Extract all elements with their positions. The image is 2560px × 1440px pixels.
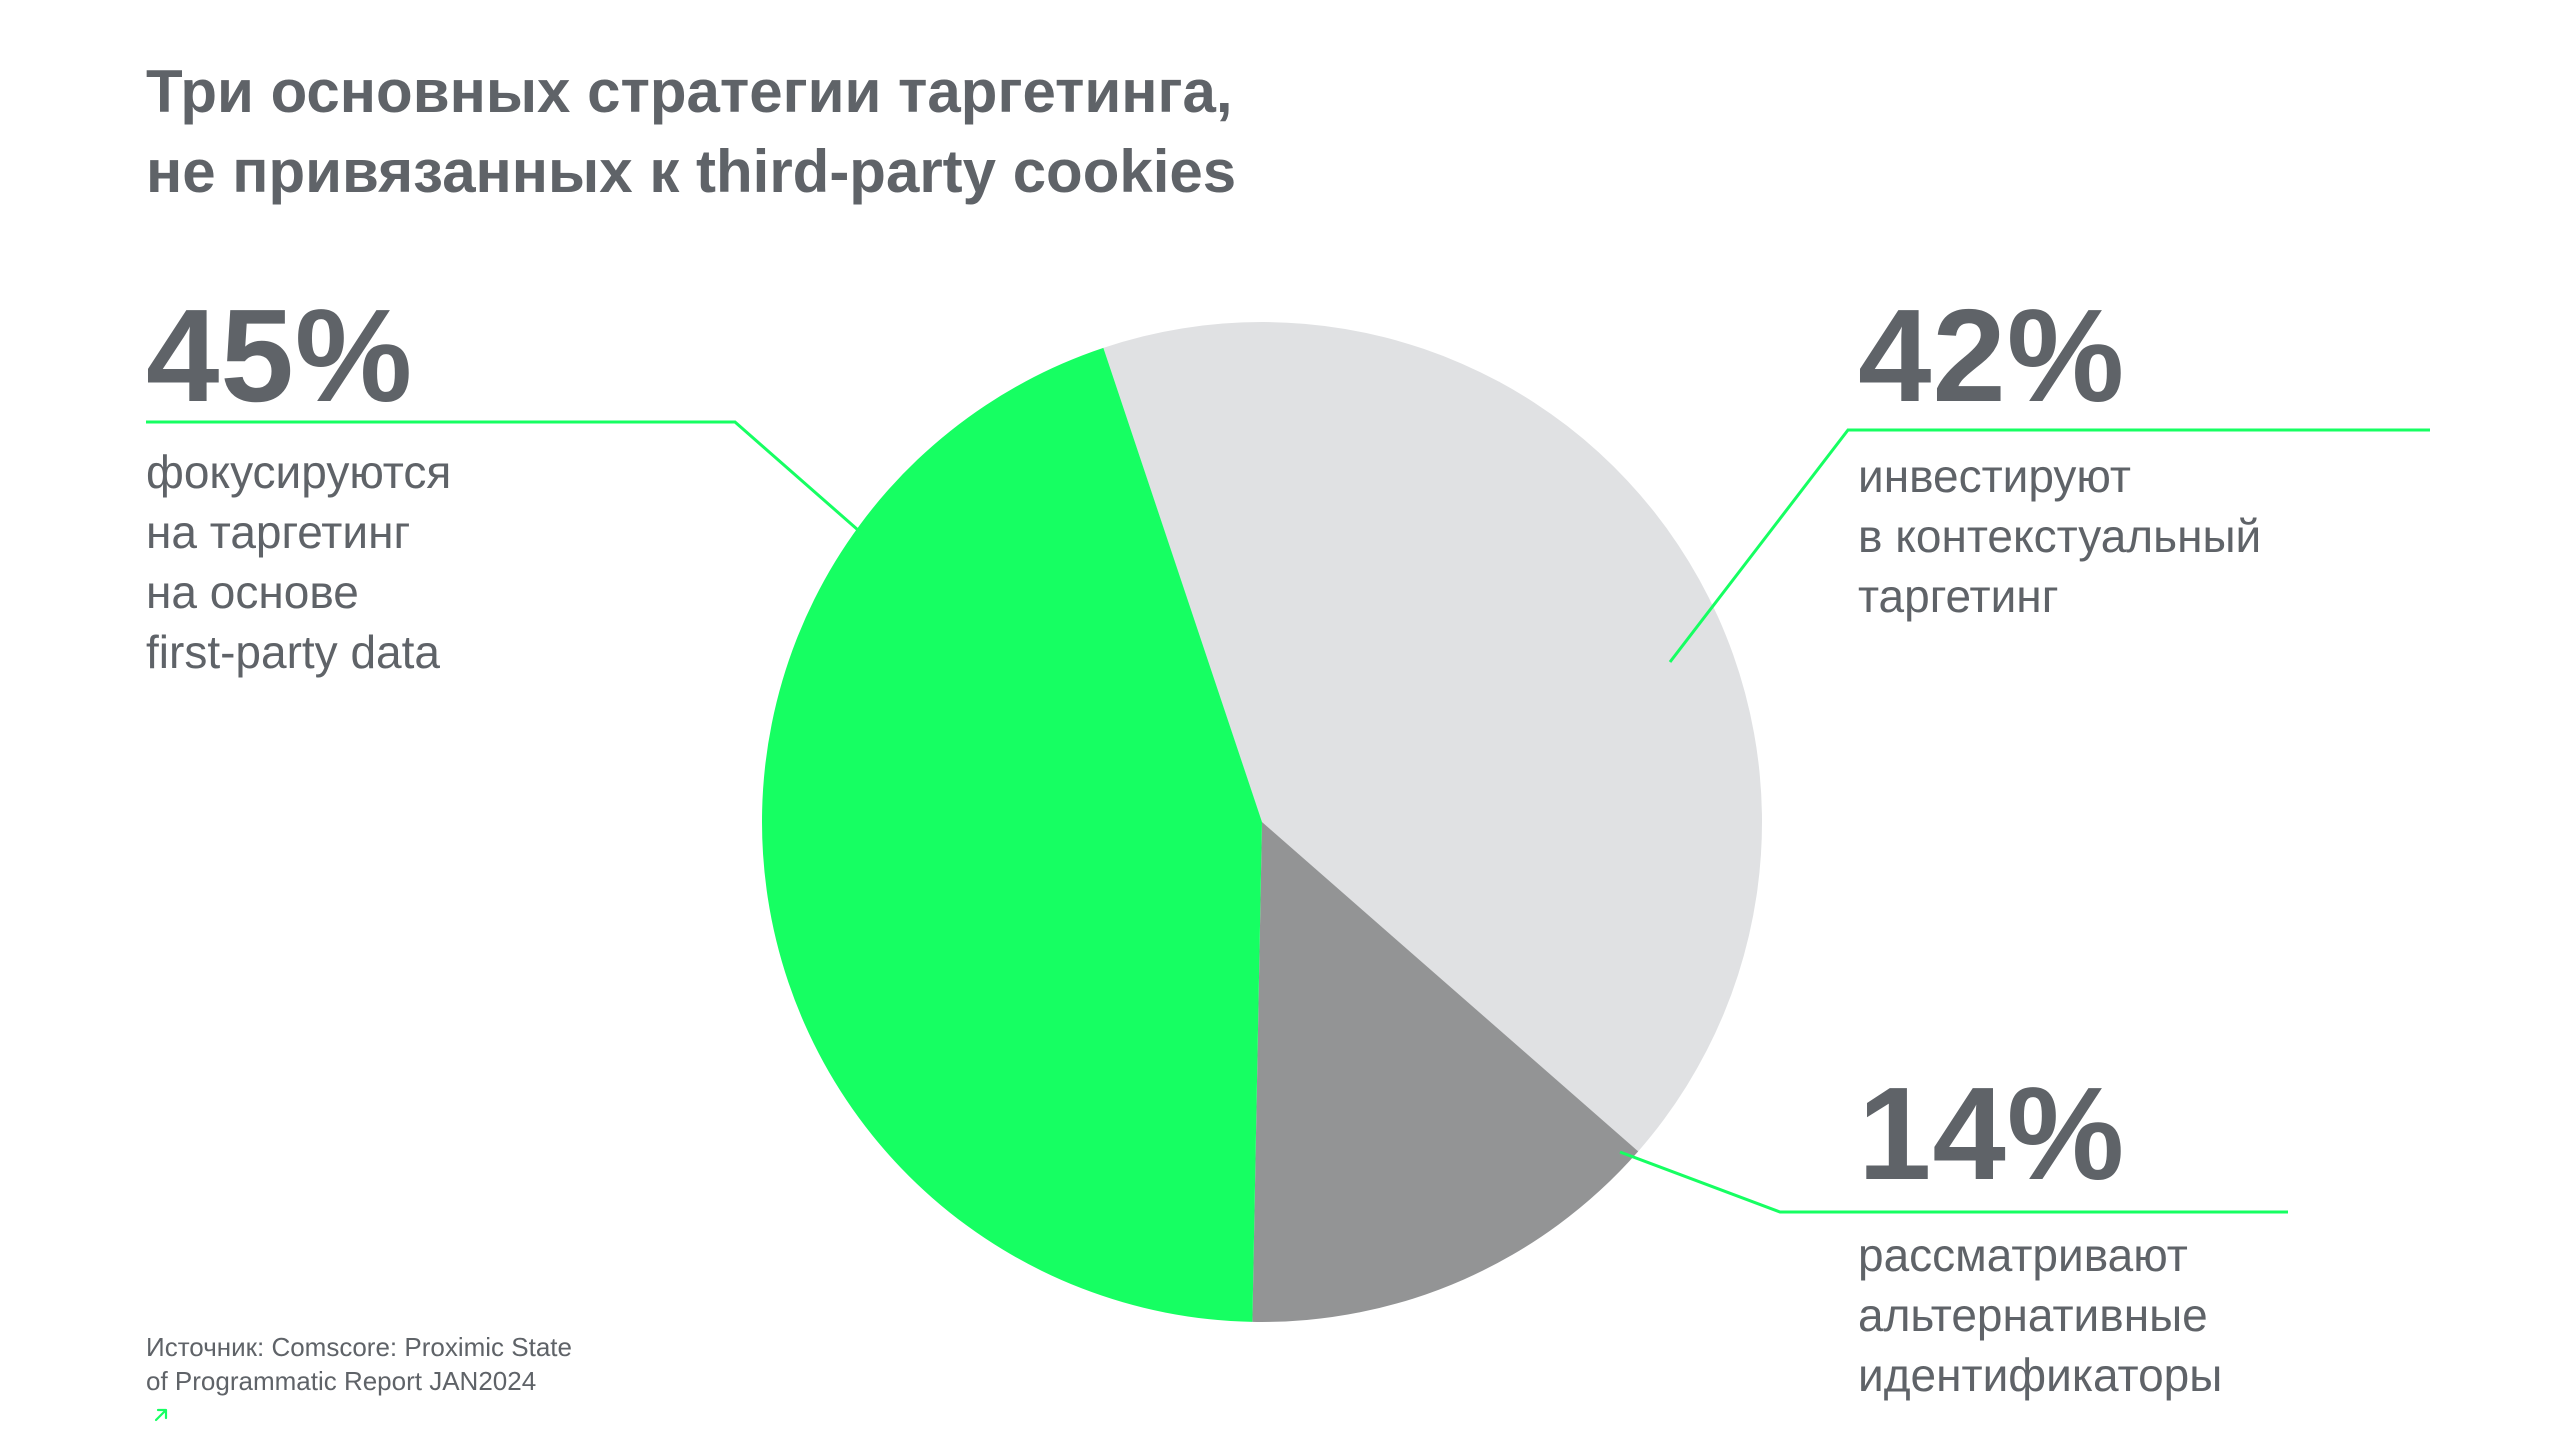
chart-title-line-1: Три основных стратегии таргетинга, bbox=[146, 58, 1233, 125]
chart-title-line-2: не привязанных к third-party cookies bbox=[146, 138, 1237, 205]
leader-lines bbox=[146, 420, 2430, 1214]
source-line-1: Источник: Comscore: Proximic State bbox=[146, 1332, 572, 1362]
leader-line-contextual bbox=[1668, 428, 2430, 663]
chart-title: Три основных стратегии таргетинга, не пр… bbox=[146, 52, 1646, 212]
slice-description-line: альтернативные bbox=[1858, 1289, 2208, 1341]
slice-description-line: на таргетинг bbox=[146, 506, 411, 558]
slice-description-contextual: инвестируют в контекстуальный таргетинг bbox=[1858, 446, 2261, 626]
slice-description-line: first-party data bbox=[146, 626, 440, 678]
source-link-text[interactable]: of Programmatic Report JAN2024 bbox=[146, 1366, 537, 1396]
source-note: Источник: Comscore: Proximic State of Pr… bbox=[146, 1330, 572, 1432]
slice-description-first-party: фокусируются на таргетинг на основе firs… bbox=[146, 442, 451, 682]
slice-label-alternative-ids: 14% bbox=[1858, 1060, 2126, 1207]
slice-description-line: рассматривают bbox=[1858, 1229, 2188, 1281]
leader-line-first-party bbox=[146, 420, 859, 532]
slice-description-line: в контекстуальный bbox=[1858, 510, 2262, 562]
slice-description-line: таргетинг bbox=[1858, 570, 2059, 622]
slice-label-first-party: 45% bbox=[146, 282, 414, 429]
slice-description-line: инвестируют bbox=[1858, 450, 2131, 502]
leader-line-alternative-ids bbox=[1619, 1150, 2288, 1214]
slice-description-line: идентификаторы bbox=[1858, 1349, 2223, 1401]
pie-slice-contextual bbox=[1103, 321, 1763, 1152]
arrow-up-right-icon[interactable] bbox=[152, 1406, 170, 1424]
slice-description-line: на основе bbox=[146, 566, 359, 618]
slice-description-line: фокусируются bbox=[146, 446, 452, 498]
pie-slice-first-party bbox=[761, 347, 1262, 1322]
pie-slice-alternative-ids bbox=[1252, 822, 1639, 1322]
slice-description-alternative-ids: рассматривают альтернативные идентификат… bbox=[1858, 1225, 2222, 1405]
pie-slices bbox=[761, 321, 1763, 1322]
source-line-2[interactable]: of Programmatic Report JAN2024 bbox=[146, 1364, 572, 1432]
slice-label-contextual: 42% bbox=[1858, 282, 2126, 429]
